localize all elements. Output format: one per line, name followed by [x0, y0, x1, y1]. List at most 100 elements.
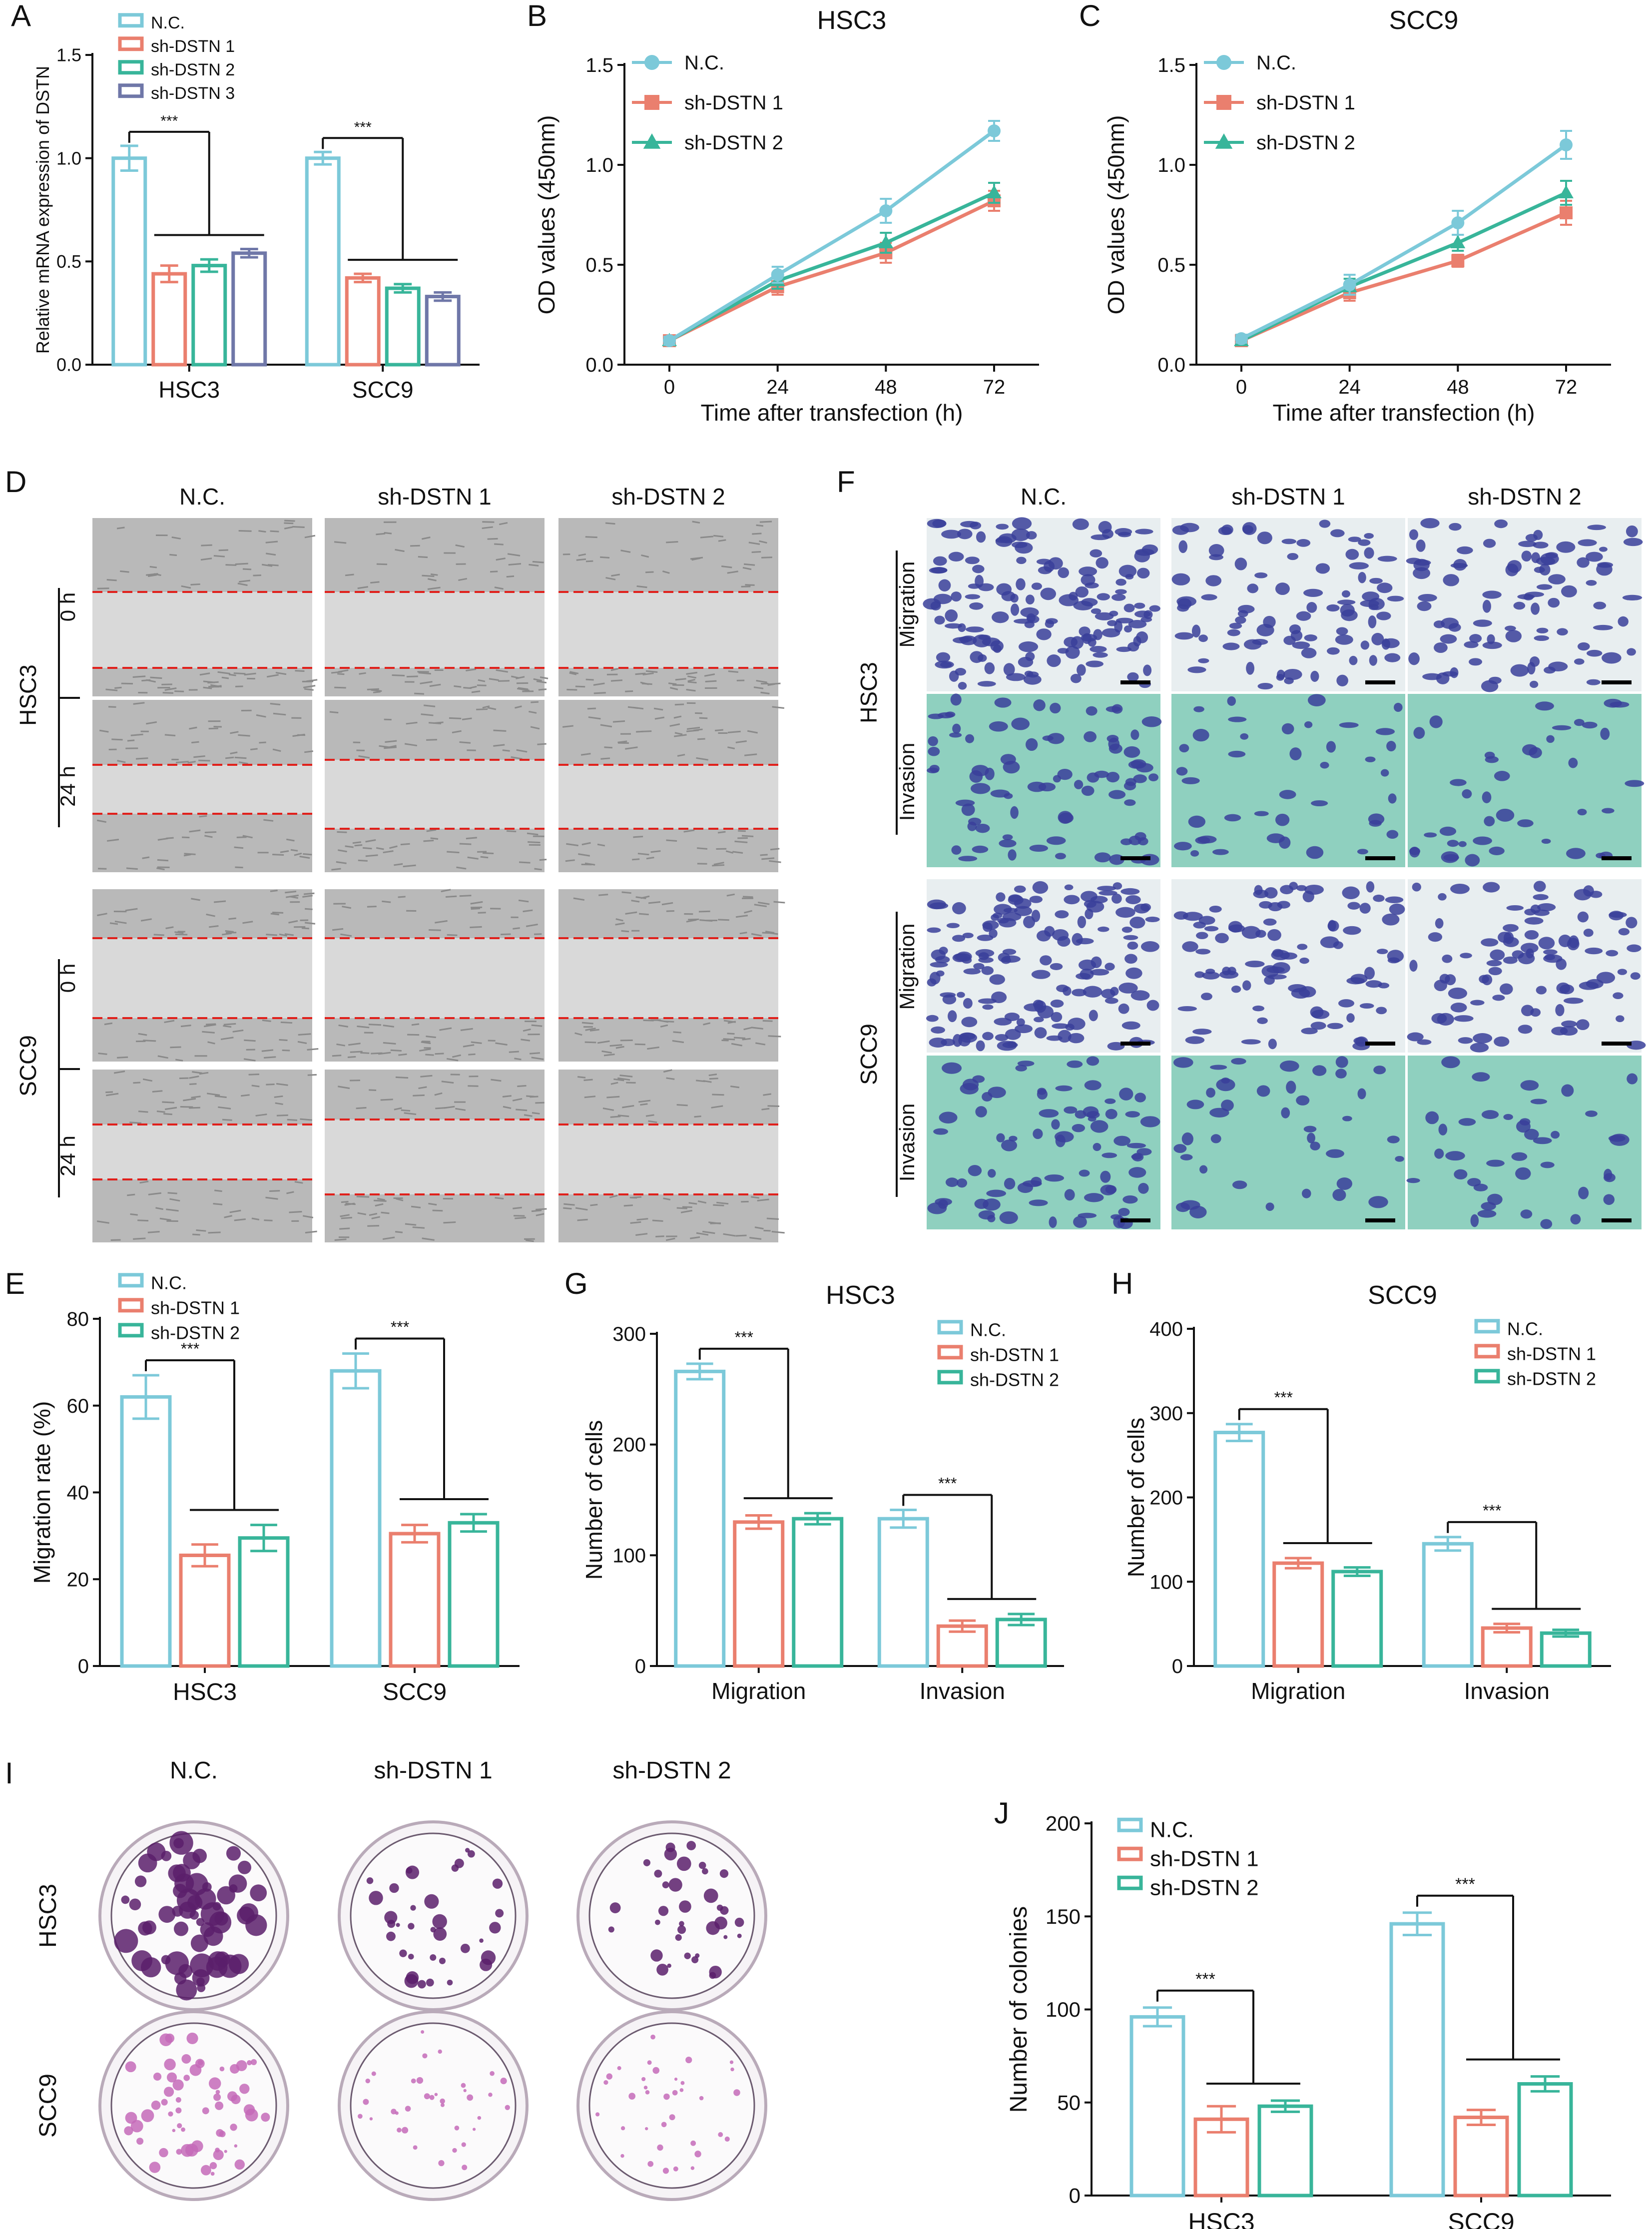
cell [581, 842, 591, 846]
stained-cell [1482, 974, 1493, 986]
y-tick-label: 0.5 [1157, 254, 1185, 276]
colony [406, 1867, 413, 1874]
x-tick-label: 48 [875, 376, 897, 398]
colony [243, 2104, 255, 2116]
stained-cell [1434, 642, 1448, 653]
stained-cell [1534, 635, 1550, 641]
stained-cell [1002, 949, 1017, 955]
colony [261, 2113, 270, 2122]
cell [755, 1042, 766, 1046]
stained-cell [1460, 953, 1472, 959]
cell [418, 672, 431, 675]
stained-cell [1503, 924, 1519, 932]
cell [569, 671, 579, 674]
stained-cell [1126, 1142, 1146, 1148]
point-marker [644, 95, 659, 110]
stained-cell [1289, 747, 1302, 761]
bar-sh-dstn-1 [389, 1532, 441, 1668]
cell [208, 1231, 221, 1234]
stained-cell [945, 1177, 959, 1187]
legend-label: sh-DSTN 2 [684, 132, 783, 154]
cell [394, 863, 403, 866]
cell [668, 682, 677, 685]
cell [536, 1213, 545, 1216]
stained-cell [1481, 938, 1499, 947]
stained-cell [933, 593, 952, 604]
stained-cell [1227, 629, 1240, 636]
colony [680, 2081, 685, 2085]
cell [718, 539, 726, 542]
cell [526, 923, 538, 927]
stained-cell [1034, 1017, 1044, 1023]
cell [152, 1090, 163, 1093]
cell [754, 1226, 764, 1230]
cell [531, 1024, 543, 1027]
colony [166, 2072, 177, 2083]
stained-cell [1123, 746, 1140, 758]
plate-well [350, 2022, 517, 2189]
stained-cell [1011, 529, 1030, 542]
stained-cell [1098, 926, 1109, 932]
y-axis-label: Number of cells [1123, 1418, 1149, 1578]
stained-cell [1253, 889, 1269, 898]
colony [213, 2093, 221, 2101]
cell [663, 1069, 672, 1073]
colony [208, 1951, 228, 1971]
colony [408, 1923, 415, 1930]
stained-cell [1440, 617, 1459, 629]
stained-cell [1494, 519, 1508, 529]
stained-cell [1268, 902, 1283, 912]
cell [739, 932, 747, 935]
cell [191, 1096, 201, 1099]
stained-cell [927, 519, 947, 529]
stained-cell [1577, 911, 1589, 923]
stained-cell [1234, 557, 1247, 570]
cell [714, 729, 723, 731]
stained-cell [971, 765, 989, 776]
cell [476, 708, 488, 710]
cell [617, 1114, 629, 1117]
cell [674, 703, 684, 706]
stained-cell [1016, 1018, 1025, 1027]
stained-cell [1079, 959, 1097, 971]
colony [186, 2032, 198, 2044]
legend-label: N.C. [1507, 1319, 1543, 1339]
cell [721, 565, 732, 568]
legend-label: sh-DSTN 3 [151, 84, 235, 103]
cell [735, 1234, 747, 1237]
cell [150, 676, 162, 679]
cell [213, 900, 226, 903]
stained-cell [1586, 580, 1597, 586]
cell [356, 1195, 370, 1198]
stained-cell [1084, 1193, 1104, 1202]
cell [270, 703, 281, 706]
stained-cell [1377, 582, 1393, 593]
cell [126, 867, 138, 870]
cell [493, 729, 507, 732]
stained-cell [1196, 932, 1208, 940]
point-marker [1216, 55, 1231, 70]
colony [168, 2111, 173, 2117]
stained-cell [1319, 520, 1331, 528]
stained-cell [1408, 652, 1420, 665]
cell [164, 687, 177, 691]
stained-cell [1064, 884, 1074, 891]
stained-cell [1050, 702, 1061, 714]
scale-bar [1602, 856, 1632, 860]
cell [637, 853, 649, 856]
cell [421, 713, 434, 716]
significance-label: *** [1274, 1389, 1293, 1407]
cell [106, 839, 119, 842]
cell [666, 541, 678, 544]
stained-cell [1106, 772, 1119, 783]
transwell-image [1171, 518, 1405, 691]
stained-cell [1382, 638, 1400, 648]
cell [274, 1095, 283, 1098]
stained-cell [1386, 741, 1396, 752]
stained-cell [1551, 1130, 1560, 1139]
colony [151, 2100, 161, 2110]
stained-cell [1311, 800, 1328, 807]
cell [455, 1108, 466, 1111]
y-tick-label: 60 [67, 1395, 89, 1417]
colony [430, 1927, 436, 1933]
